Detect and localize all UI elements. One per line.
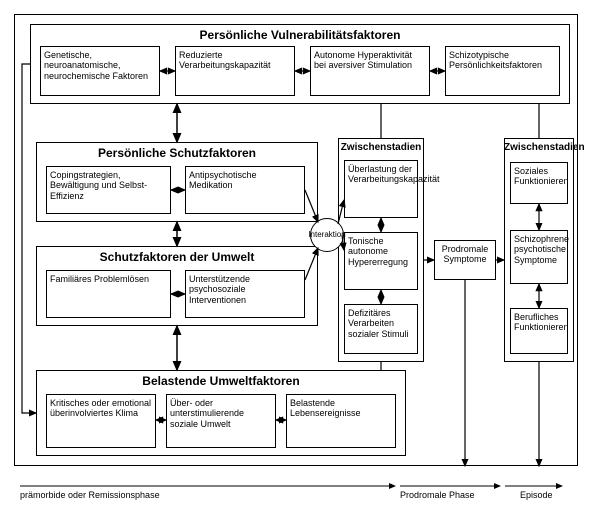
inter-right-cell-1: Schizophrene psychotische Symptome (510, 230, 568, 284)
inter-right-cell-1-label: Schizophrene psychotische Symptome (514, 234, 569, 265)
prodromal-box-label: Prodromale Symptome (442, 244, 489, 264)
group-intermediate-left-title: Zwischenstadien (338, 142, 424, 153)
env-protect-cell-0-label: Familiäres Problemlösen (50, 274, 149, 284)
pers-protect-cell-1-label: Antipsychotische Medikation (189, 170, 257, 190)
env-protect-cell-1: Unterstützende psychosoziale Interventio… (185, 270, 305, 318)
stressor-cell-2: Belastende Lebensereignisse (286, 394, 396, 448)
env-protect-cell-0: Familiäres Problemlösen (46, 270, 171, 318)
inter-right-cell-2-label: Berufliches Funktionieren (514, 312, 569, 332)
inter-left-cell-1: Tonische autonome Hypererregung (344, 232, 418, 290)
stressor-cell-0: Kritisches oder emotional überinvolviert… (46, 394, 156, 448)
diagram-canvas: Persönliche Vulnerabilitätsfaktoren Gene… (0, 0, 594, 518)
phase-left: prämorbide oder Remissionsphase (20, 490, 160, 500)
group-environment-protection-title: Schutzfaktoren der Umwelt (36, 250, 318, 264)
pers-protect-cell-0-label: Copingstrategien, Bewältigung und Selbst… (50, 170, 147, 201)
env-protect-cell-1-label: Unterstützende psychosoziale Interventio… (189, 274, 250, 305)
vuln-cell-2: Autonome Hyperaktivität bei aversiver St… (310, 46, 430, 96)
stressor-cell-1: Über- oder unterstimulierende soziale Um… (166, 394, 276, 448)
vuln-cell-0: Genetische, neuroanatomische, neurochemi… (40, 46, 160, 96)
stressor-cell-2-label: Belastende Lebensereignisse (290, 398, 361, 418)
interaction-node: Interaktion (310, 218, 344, 252)
vuln-cell-0-label: Genetische, neuroanatomische, neurochemi… (44, 50, 148, 81)
vuln-cell-1: Reduzierte Verarbeitungskapazität (175, 46, 295, 96)
group-personal-protection-title: Persönliche Schutzfaktoren (36, 146, 318, 160)
group-intermediate-right-title: Zwischenstadien (504, 142, 574, 153)
prodromal-box: Prodromale Symptome (434, 240, 496, 280)
inter-left-cell-0: Überlastung der Verarbeitungskapazität (344, 160, 418, 218)
phase-right: Episode (520, 490, 553, 500)
vuln-cell-3: Schizotypische Persönlichkeitsfaktoren (445, 46, 560, 96)
vuln-cell-3-label: Schizotypische Persönlichkeitsfaktoren (449, 50, 542, 70)
inter-left-cell-2-label: Defizitäres Verarbeiten sozialer Stimuli (348, 308, 409, 339)
group-vulnerability-title: Persönliche Vulnerabilitätsfaktoren (30, 28, 570, 42)
vuln-cell-1-label: Reduzierte Verarbeitungskapazität (179, 50, 271, 70)
inter-right-cell-0: Soziales Funktionieren (510, 162, 568, 204)
inter-right-cell-0-label: Soziales Funktionieren (514, 166, 569, 186)
phase-mid: Prodromale Phase (400, 490, 475, 500)
pers-protect-cell-1: Antipsychotische Medikation (185, 166, 305, 214)
interaction-label: Interaktion (308, 231, 345, 239)
inter-left-cell-1-label: Tonische autonome Hypererregung (348, 236, 408, 267)
pers-protect-cell-0: Copingstrategien, Bewältigung und Selbst… (46, 166, 171, 214)
inter-right-cell-2: Berufliches Funktionieren (510, 308, 568, 354)
stressor-cell-0-label: Kritisches oder emotional überinvolviert… (50, 398, 151, 418)
stressor-cell-1-label: Über- oder unterstimulierende soziale Um… (170, 398, 244, 429)
vuln-cell-2-label: Autonome Hyperaktivität bei aversiver St… (314, 50, 412, 70)
inter-left-cell-2: Defizitäres Verarbeiten sozialer Stimuli (344, 304, 418, 354)
group-stressors-title: Belastende Umweltfaktoren (36, 374, 406, 388)
